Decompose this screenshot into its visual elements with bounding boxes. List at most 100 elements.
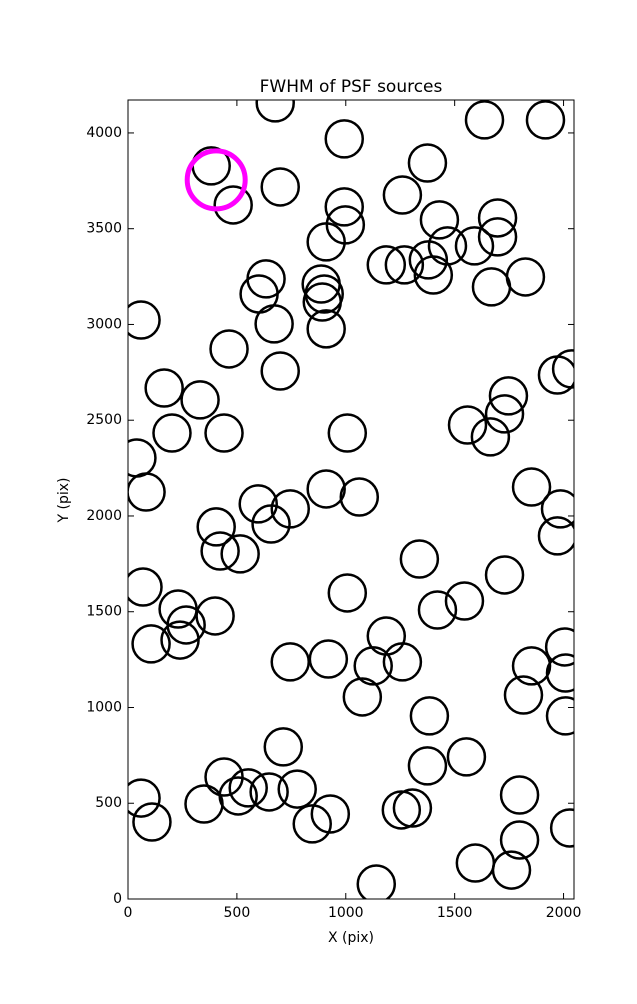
psf-source	[503, 675, 544, 715]
psf-source	[342, 677, 383, 717]
x-tick-label: 1000	[328, 905, 364, 921]
psf-source	[545, 696, 574, 736]
psf-source	[384, 245, 425, 285]
psf-source	[419, 200, 460, 240]
y-tick-label: 500	[95, 795, 122, 811]
psf-source	[545, 653, 574, 693]
x-tick-label: 500	[224, 905, 251, 921]
psf-source	[131, 624, 171, 664]
psf-source	[339, 477, 380, 517]
psf-source	[444, 581, 485, 621]
psf-source	[549, 808, 574, 848]
y-tick-label: 3500	[86, 221, 122, 237]
psf-source	[382, 642, 423, 682]
psf-source	[446, 737, 487, 777]
psf-source	[196, 507, 236, 547]
y-tick-label: 4000	[86, 125, 122, 141]
plot-frame	[127, 99, 575, 900]
psf-source	[408, 240, 449, 280]
psf-source	[184, 148, 248, 212]
psf-source	[511, 646, 552, 686]
psf-source	[260, 351, 300, 391]
psf-source	[128, 778, 161, 818]
psf-source	[263, 727, 304, 767]
y-tick-label: 2000	[86, 508, 122, 524]
psf-source	[477, 198, 518, 238]
psf-source	[499, 820, 540, 860]
psf-source	[382, 175, 423, 215]
y-tick-label: 1500	[86, 604, 122, 620]
psf-source	[310, 794, 351, 834]
psf-source	[324, 119, 364, 159]
psf-source	[238, 484, 278, 524]
psf-source	[306, 309, 346, 349]
psf-source	[255, 100, 295, 123]
psf-source	[407, 143, 448, 183]
y-tick-label: 2500	[86, 412, 122, 428]
x-tick-label: 0	[124, 905, 133, 921]
psf-source	[254, 304, 294, 344]
psf-source	[327, 413, 368, 453]
psf-source	[306, 222, 346, 262]
psf-source	[128, 472, 166, 512]
psf-source	[464, 100, 505, 140]
psf-source	[407, 746, 448, 786]
x-tick-label: 1500	[437, 905, 473, 921]
psf-source	[213, 185, 253, 225]
psf-source	[302, 282, 343, 322]
y-tick-label: 0	[113, 891, 122, 907]
psf-source	[454, 226, 495, 266]
psf-source	[488, 376, 529, 416]
psf-source	[353, 646, 393, 686]
psf-source	[184, 784, 224, 824]
psf-source	[277, 769, 317, 809]
psf-source	[511, 467, 552, 507]
psf-source	[228, 768, 268, 808]
psf-source	[195, 596, 235, 636]
psf-source	[551, 349, 574, 389]
psf-source	[491, 850, 532, 890]
x-axis-label: X (pix)	[328, 930, 374, 946]
psf-source	[270, 642, 310, 682]
psf-source	[292, 804, 332, 844]
psf-source	[260, 167, 300, 207]
psf-source	[537, 516, 574, 556]
psf-source	[220, 534, 260, 574]
psf-source	[128, 567, 163, 607]
psf-source	[417, 590, 458, 630]
psf-source	[324, 187, 364, 227]
psf-source	[249, 772, 289, 812]
chart-title: FWHM of PSF sources	[260, 77, 443, 97]
psf-source	[200, 531, 240, 571]
psf-source	[392, 788, 433, 828]
psf-source	[409, 696, 450, 736]
psf-source	[399, 539, 440, 579]
psf-source	[413, 255, 454, 295]
psf-source	[470, 417, 511, 457]
y-tick-label: 3000	[86, 316, 122, 332]
psf-source	[251, 504, 291, 544]
psf-source	[160, 620, 200, 660]
psf-source	[381, 790, 422, 830]
psf-source	[180, 380, 220, 420]
psf-source	[499, 775, 540, 815]
psf-source	[152, 413, 192, 453]
psf-source	[306, 469, 346, 509]
psf-source	[484, 555, 525, 595]
psf-source	[447, 405, 488, 445]
psf-source	[477, 217, 518, 257]
y-axis-label: Y (pix)	[56, 478, 72, 524]
psf-source	[144, 368, 184, 408]
psf-source	[366, 245, 407, 285]
psf-source	[128, 300, 161, 340]
y-tick-label: 1000	[86, 699, 122, 715]
psf-source	[308, 639, 349, 679]
psf-source	[544, 627, 574, 667]
plot-area	[128, 100, 574, 899]
psf-source	[471, 267, 512, 307]
psf-source	[484, 394, 525, 434]
psf-source	[327, 573, 368, 613]
psf-source	[525, 100, 566, 140]
